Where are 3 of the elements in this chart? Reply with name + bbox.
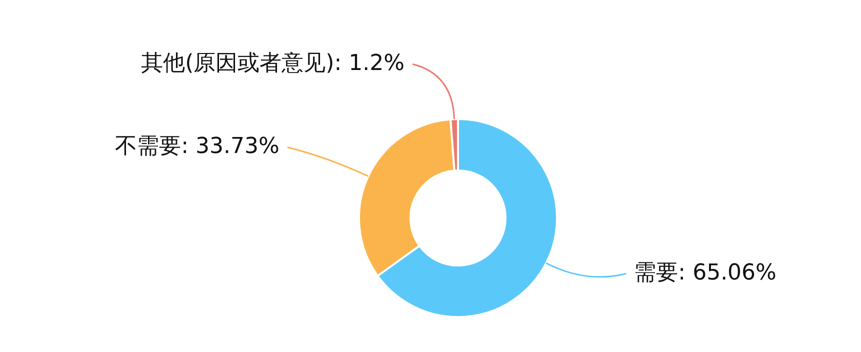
slice-label: 需要: 65.06% (634, 260, 776, 286)
slice-label: 不需要: 33.73% (115, 134, 280, 159)
slice-label: 其他(原因或者意见): 1.2% (141, 50, 405, 76)
